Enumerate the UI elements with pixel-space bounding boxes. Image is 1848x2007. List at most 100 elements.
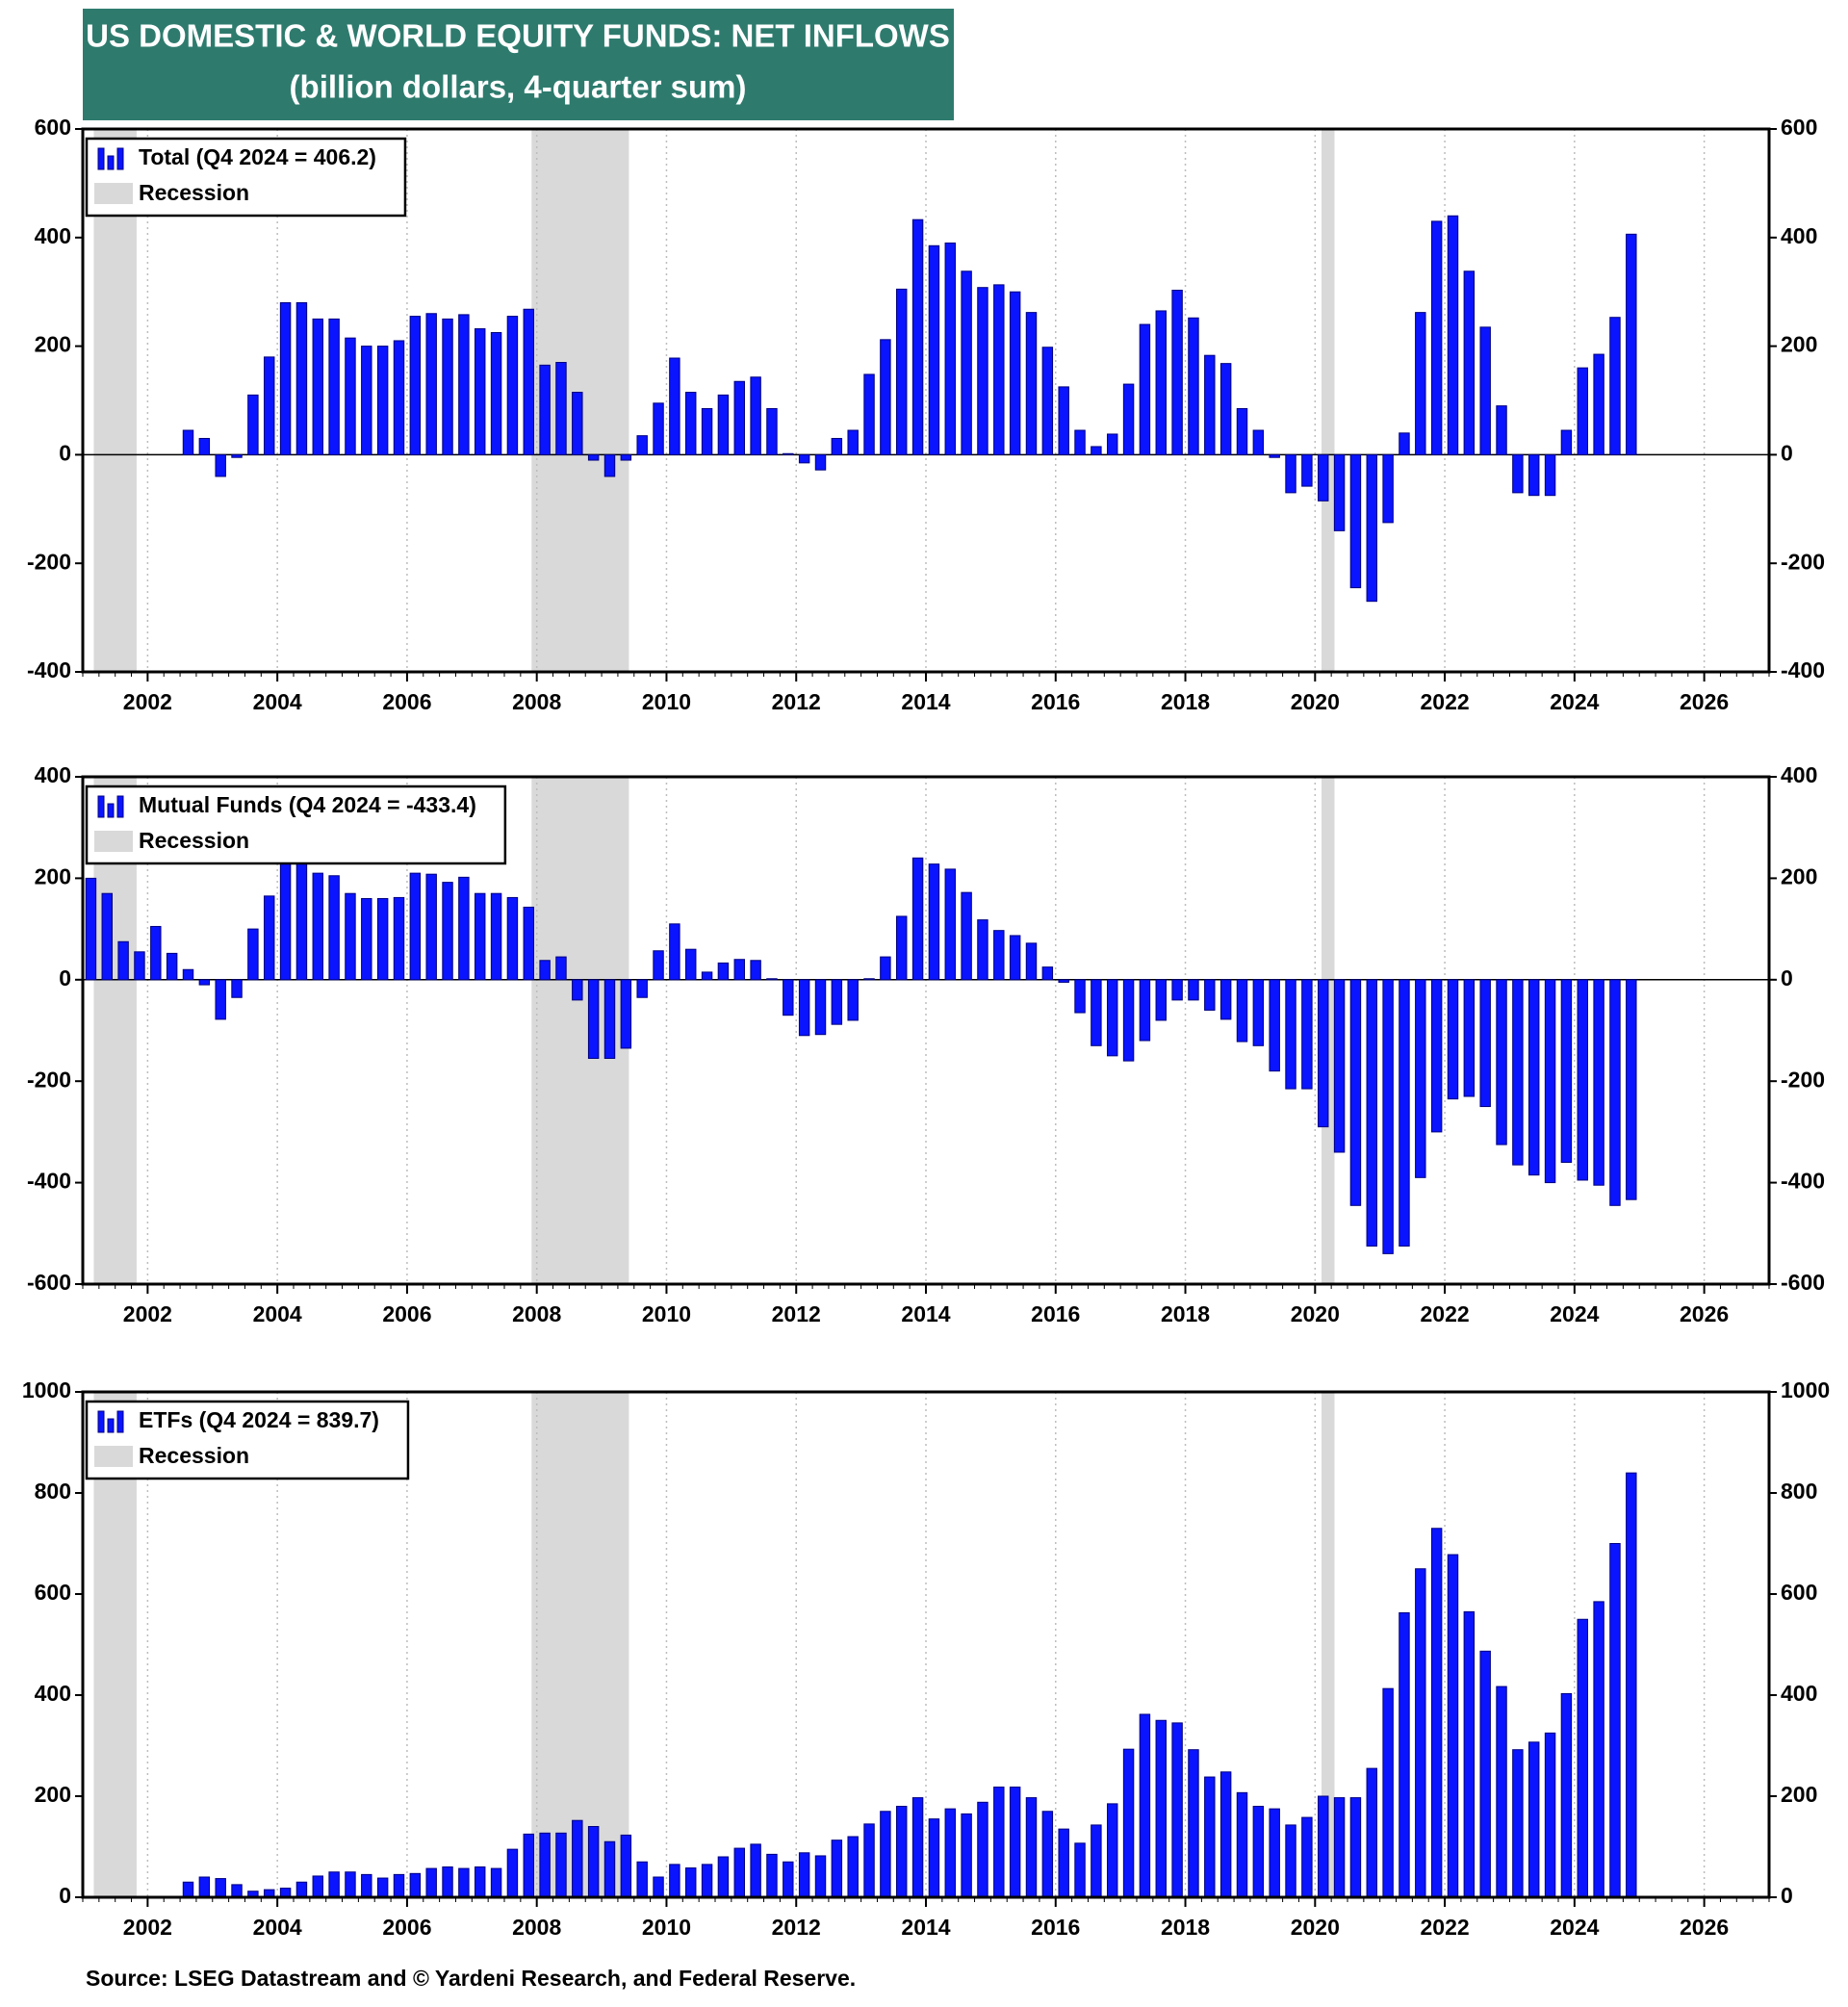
x-tick-label: 2026	[1680, 1301, 1729, 1326]
legend-label: Recession	[139, 828, 249, 853]
legend-label: Recession	[139, 180, 249, 205]
bar	[1349, 453, 1362, 589]
bar	[896, 1806, 908, 1898]
bar	[376, 897, 389, 981]
bar	[1091, 979, 1102, 1046]
y-tick-label: -400	[27, 657, 71, 682]
bar	[1058, 979, 1069, 983]
bar	[1366, 1767, 1377, 1898]
y-tick-label: -400	[1781, 1169, 1825, 1194]
bar	[701, 1864, 713, 1898]
bar	[85, 877, 97, 981]
bar	[1512, 979, 1524, 1166]
bar	[1058, 1828, 1069, 1898]
bar	[1349, 1797, 1362, 1898]
bar	[215, 453, 226, 477]
bar	[798, 1852, 810, 1898]
y-tick-label: 0	[1781, 440, 1793, 465]
bar	[572, 392, 583, 455]
bar	[215, 1878, 226, 1898]
bar	[750, 376, 761, 455]
bar	[1399, 1611, 1410, 1898]
y-tick-label: 0	[1781, 1883, 1793, 1908]
bar	[1399, 432, 1410, 455]
bar	[1041, 347, 1054, 455]
bar	[1430, 979, 1443, 1133]
bar	[1269, 979, 1280, 1072]
bar	[328, 318, 340, 455]
recession-band	[93, 129, 137, 672]
bar	[1301, 979, 1313, 1090]
y-tick-label: 400	[35, 762, 71, 787]
bar	[928, 863, 940, 981]
bar	[896, 915, 908, 981]
x-tick-label: 2002	[123, 1301, 172, 1326]
chart-title: US DOMESTIC & WORLD EQUITY FUNDS: NET IN…	[86, 18, 950, 54]
bar	[1285, 453, 1296, 494]
x-tick-label: 2020	[1291, 1915, 1340, 1940]
bar	[587, 979, 600, 1059]
bar	[361, 346, 372, 455]
bar	[669, 357, 680, 455]
bar	[977, 1801, 988, 1898]
bar	[361, 1873, 372, 1898]
bar	[215, 979, 226, 1020]
bar	[798, 453, 810, 464]
x-tick-label: 2010	[642, 1301, 691, 1326]
bar	[295, 1881, 308, 1898]
y-tick-label: 600	[35, 1580, 71, 1605]
bar	[944, 868, 956, 981]
y-tick-label: 600	[1781, 1580, 1817, 1605]
bar	[1171, 1722, 1183, 1898]
y-tick-label: -200	[27, 1067, 71, 1092]
bar	[117, 940, 129, 981]
bar	[1139, 979, 1151, 1042]
bar	[409, 872, 422, 981]
y-tick-label: 400	[35, 1681, 71, 1706]
bar	[458, 876, 470, 981]
bar	[1399, 979, 1410, 1247]
bar	[1171, 979, 1183, 1001]
bar	[1560, 429, 1573, 455]
bar	[1301, 453, 1313, 487]
legend-label: Total (Q4 2024 = 406.2)	[139, 144, 376, 169]
legend: Total (Q4 2024 = 406.2) Recession	[85, 137, 407, 218]
x-tick-label: 2008	[512, 1915, 561, 1940]
bar	[361, 897, 372, 981]
bar	[685, 392, 697, 455]
recession-band	[531, 1392, 629, 1897]
bar	[1333, 1797, 1346, 1898]
bar	[1155, 310, 1167, 455]
bar	[1204, 354, 1216, 455]
bar	[1318, 1795, 1329, 1898]
plot-frame	[81, 127, 1771, 674]
bar	[766, 1853, 778, 1898]
bar	[961, 1813, 972, 1898]
title-box	[83, 9, 954, 120]
bar	[1009, 935, 1021, 981]
y-tick-label: -600	[1781, 1270, 1825, 1295]
legend-label: Mutual Funds (Q4 2024 = -433.4)	[139, 792, 476, 817]
bar	[1236, 407, 1248, 455]
bar	[539, 1832, 551, 1898]
bar	[475, 892, 486, 981]
bar	[1318, 453, 1329, 502]
bar	[798, 979, 810, 1037]
bar	[587, 1826, 600, 1898]
bar	[442, 882, 453, 981]
bar	[847, 979, 859, 1021]
bar	[863, 978, 875, 981]
legend-swatch	[94, 183, 133, 204]
bar	[1041, 1811, 1054, 1898]
bar	[766, 978, 778, 981]
bar	[831, 437, 843, 455]
bar	[1188, 979, 1199, 1001]
y-tick-label: 200	[35, 1782, 71, 1807]
bar	[345, 1871, 356, 1898]
bar	[1479, 1650, 1491, 1898]
x-tick-label: 2024	[1550, 1301, 1599, 1326]
bar	[328, 1871, 340, 1898]
x-tick-label: 2008	[512, 689, 561, 714]
bar	[863, 373, 875, 455]
